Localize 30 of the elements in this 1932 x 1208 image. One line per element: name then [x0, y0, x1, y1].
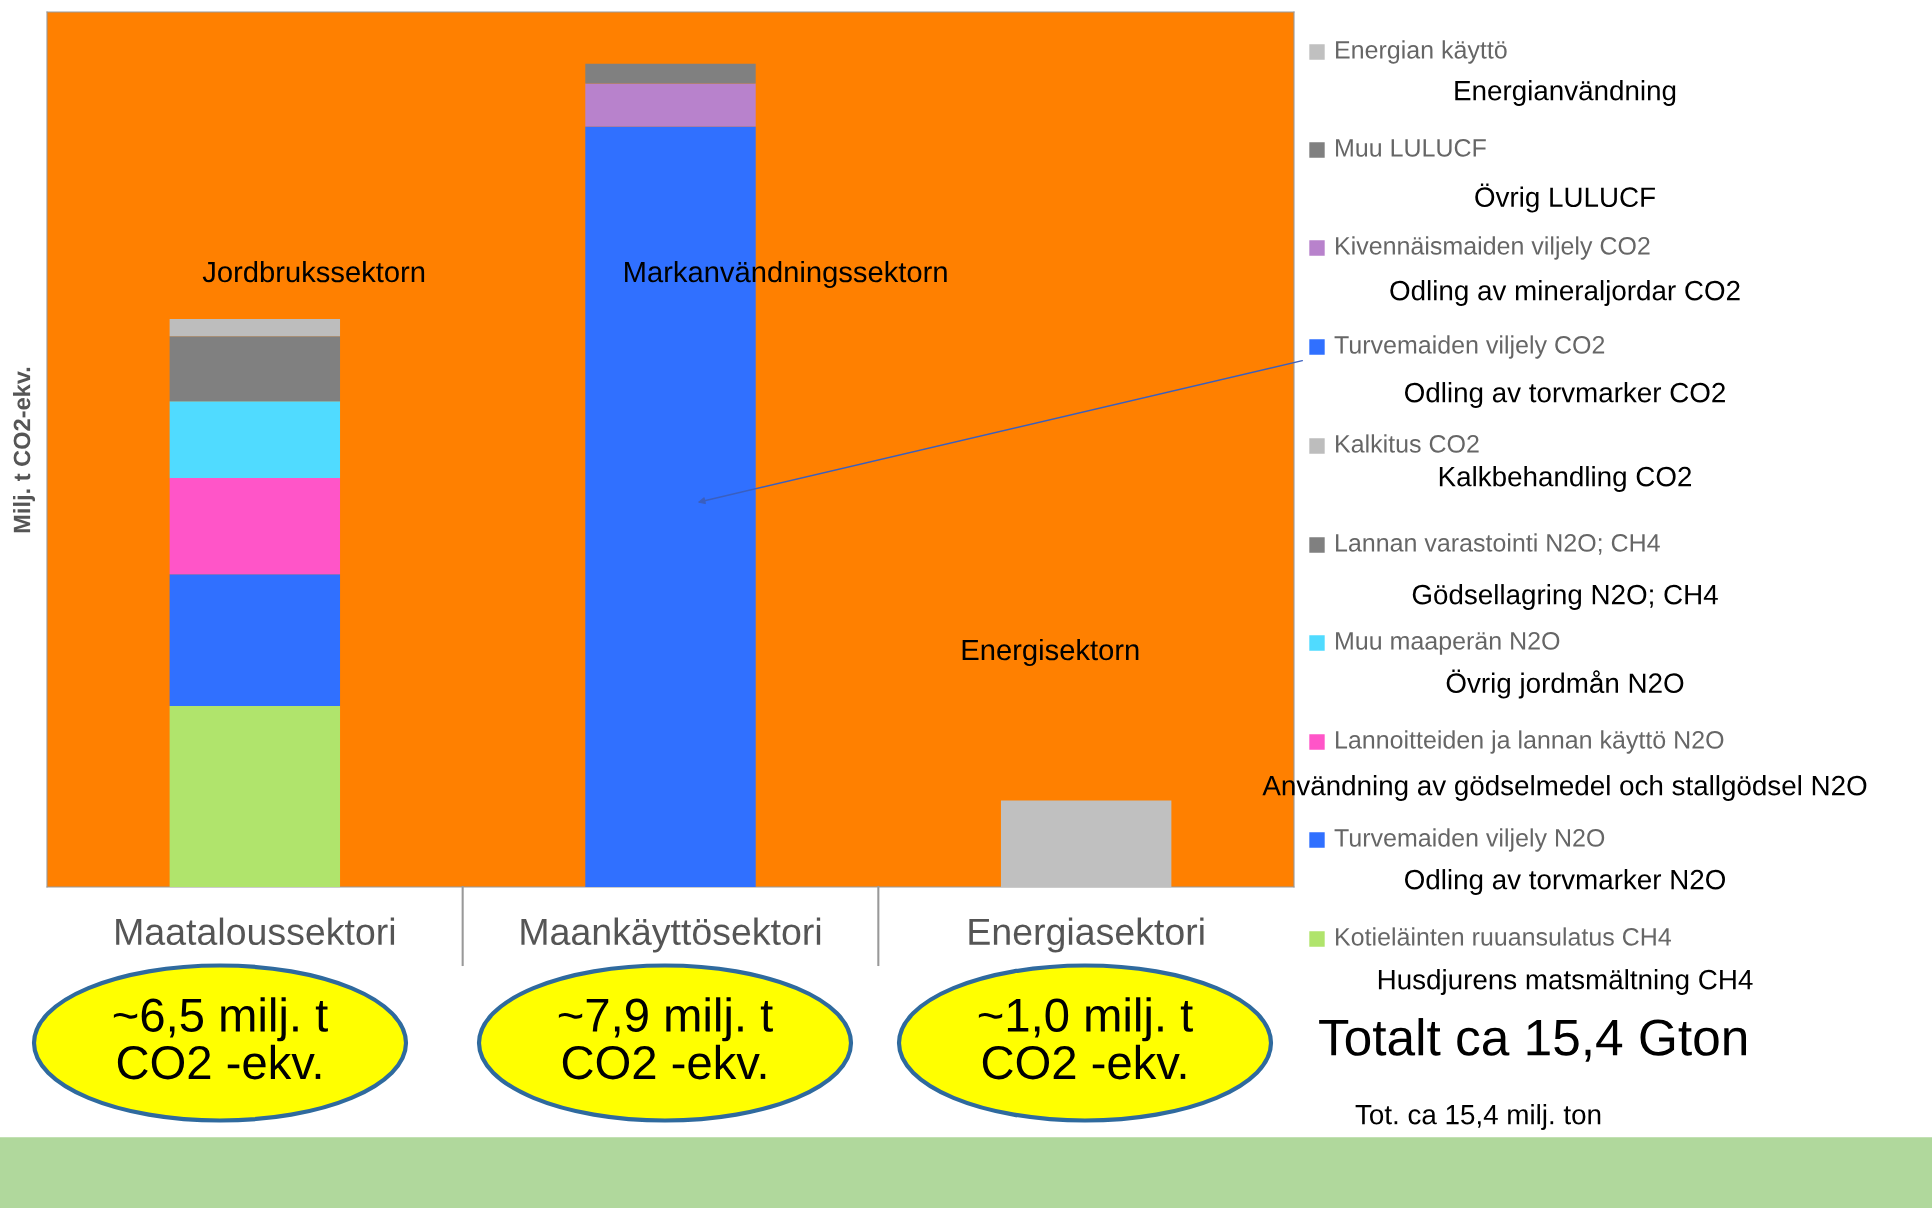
legend-label: Lannoitteiden ja lannan käyttö N2O — [1336, 730, 1724, 754]
legend-label: Lannan varastointi N2O; CH4 — [1336, 533, 1660, 555]
text: ~7,9 milj. t CO2 -ekv. — [558, 997, 773, 1080]
legend-label: Muu maaperän N2O — [1336, 632, 1560, 655]
annotation: Energisektorn — [962, 638, 1139, 667]
legend-label: Kotieläinten ruuansulatus CH4 — [1336, 927, 1671, 946]
text: ~6,5 milj. t CO2 -ekv. — [113, 997, 328, 1080]
legend-label: Turvemaiden viljely CO2 — [1334, 335, 1605, 359]
text: Energianvändning — [1455, 80, 1676, 106]
x-tick-label: Maankäyttösektori — [521, 917, 821, 953]
x-tick-label: Maataloussektori — [116, 917, 395, 946]
legend-label: Turvemaiden viljely N2O — [1334, 828, 1605, 852]
text: Tot. ca 15,4 milj. ton — [1355, 1104, 1601, 1130]
x-tick-label: Energiasektori — [969, 917, 1204, 953]
text: Övrig jordmån N2O — [1446, 669, 1684, 699]
text: Odling av mineraljordar CO2 — [1390, 280, 1740, 306]
text: Kalkbehandling CO2 — [1439, 466, 1692, 492]
annotation: Jordbrukssektorn — [202, 260, 425, 283]
text: Husdjurens matsmältning CH4 — [1378, 969, 1753, 995]
legend-label: Kalkitus CO2 — [1336, 434, 1479, 453]
legend-label: Energian käyttö — [1336, 40, 1507, 64]
text: ~1,0 milj. t CO2 -ekv. — [978, 997, 1193, 1080]
legend-label: Muu LULUCF — [1336, 139, 1486, 157]
text: Totalt ca 15,4 Gton — [1319, 1018, 1746, 1062]
text: Odling av torvmarker CO2 — [1405, 382, 1725, 408]
text: Odling av torvmarker N2O — [1405, 869, 1725, 895]
y-axis-title: Milj. t CO2-ekv. — [13, 367, 35, 533]
text: Gödsellagring N2O; CH4 — [1412, 584, 1718, 610]
text: Övrig LULUCF — [1475, 183, 1655, 213]
legend-label: Kivennäismaiden viljely CO2 — [1336, 236, 1650, 260]
